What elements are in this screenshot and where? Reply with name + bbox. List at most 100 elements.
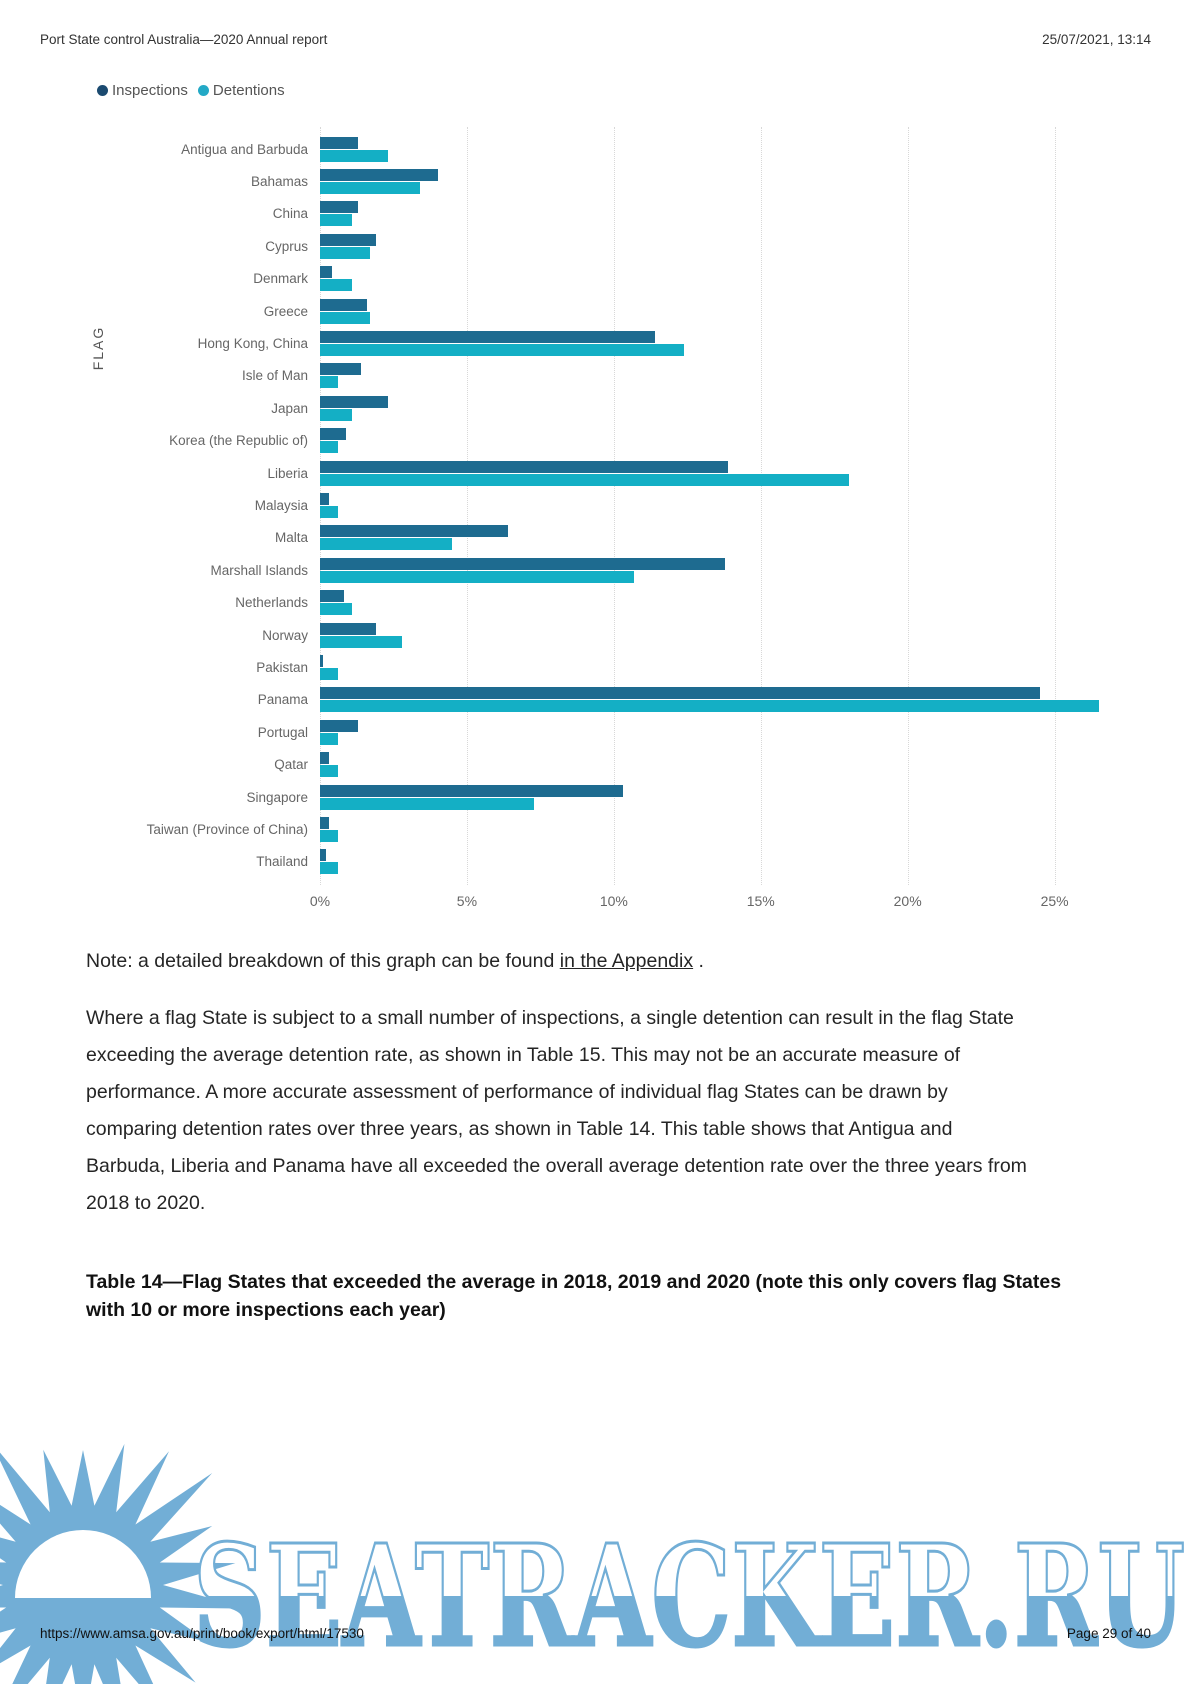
- note-text: Note: a detailed breakdown of this graph…: [86, 950, 704, 973]
- inspections-bar: [320, 266, 332, 279]
- detentions-bar: [320, 635, 403, 648]
- x-axis-ticks: 0% 5% 10% 15% 20% 25%: [310, 893, 1106, 913]
- chart-row: Isle of Man: [0, 360, 1120, 392]
- x-tick-label: 10%: [599, 893, 628, 909]
- note-suffix: .: [693, 950, 704, 972]
- appendix-link[interactable]: in the Appendix: [559, 950, 694, 972]
- bar-group: [320, 816, 1106, 842]
- bar-group: [320, 654, 1106, 680]
- legend-label: Detentions: [212, 82, 285, 99]
- chart-row: Taiwan (Province of China): [0, 813, 1120, 845]
- header-datetime: 25/07/2021, 13:14: [1042, 32, 1151, 47]
- chart-legend: Inspections Detentions: [97, 82, 285, 99]
- inspections-bar: [320, 557, 726, 570]
- inspections-bar: [320, 428, 347, 441]
- bar-group: [320, 784, 1106, 810]
- bar-group: [320, 233, 1106, 259]
- inspections-bar: [320, 752, 329, 765]
- bar-group: [320, 622, 1106, 648]
- chart-row: Denmark: [0, 263, 1120, 295]
- bar-chart: Antigua and Barbuda Bahamas China Cyprus Den…: [0, 127, 1120, 909]
- bar-group: [320, 169, 1106, 195]
- detentions-bar: [320, 376, 338, 389]
- inspections-bar: [320, 395, 388, 408]
- bar-group: [320, 460, 1106, 486]
- legend-item-detentions[interactable]: Detentions: [197, 82, 285, 99]
- category-label: Panama: [257, 692, 308, 708]
- bar-group: [320, 363, 1106, 389]
- legend-item-inspections[interactable]: Inspections: [97, 82, 188, 99]
- detentions-bar: [320, 214, 353, 227]
- category-label: Bahamas: [250, 174, 308, 190]
- detentions-bar: [320, 246, 370, 259]
- category-label: Marshall Islands: [210, 562, 308, 578]
- detentions-bar: [320, 797, 535, 810]
- detentions-bar: [320, 473, 849, 486]
- category-label: China: [272, 206, 308, 222]
- detentions-bar: [320, 538, 453, 551]
- inspections-bar: [320, 298, 367, 311]
- bar-group: [320, 331, 1106, 357]
- chart-row: Qatar: [0, 748, 1120, 780]
- detentions-bar: [320, 700, 1099, 713]
- detentions-bar: [320, 765, 338, 778]
- watermark-text: SEATRACKER.RU: [193, 1515, 1185, 1679]
- x-tick-label: 25%: [1040, 893, 1069, 909]
- category-label: Qatar: [274, 757, 308, 773]
- chart-row: China: [0, 198, 1120, 230]
- chart-row: Norway: [0, 619, 1120, 651]
- chart-row: Hong Kong, China: [0, 327, 1120, 359]
- detentions-bar: [320, 862, 338, 875]
- inspections-bar: [320, 460, 729, 473]
- chart-row: Panama: [0, 684, 1120, 716]
- legend-label: Inspections: [112, 82, 188, 99]
- category-label: Cyprus: [265, 238, 308, 254]
- inspections-bar: [320, 492, 329, 505]
- bar-group: [320, 849, 1106, 875]
- chart-row: Netherlands: [0, 586, 1120, 618]
- body-paragraph: Where a flag State is subject to a small…: [86, 1007, 1027, 1214]
- inspections-bar: [320, 136, 359, 149]
- inspections-bar: [320, 622, 376, 635]
- category-label: Malta: [274, 530, 308, 546]
- category-label: Taiwan (Province of China): [146, 821, 308, 837]
- detentions-bar: [320, 732, 338, 745]
- inspections-bar: [320, 590, 344, 603]
- chart-rows: Antigua and Barbuda Bahamas China Cyprus Den…: [0, 133, 1120, 878]
- detentions-bar: [320, 829, 338, 842]
- header-title: Port State control Australia—2020 Annual…: [40, 32, 328, 47]
- category-label: Singapore: [246, 789, 308, 805]
- legend-dot-icon: [197, 85, 209, 96]
- detentions-bar: [320, 667, 338, 680]
- inspections-bar: [320, 169, 438, 182]
- bar-group: [320, 525, 1106, 551]
- category-label: Norway: [262, 627, 308, 643]
- category-label: Hong Kong, China: [197, 336, 308, 352]
- category-label: Pakistan: [256, 659, 308, 675]
- chart-row: Japan: [0, 392, 1120, 424]
- chart-row: Antigua and Barbuda: [0, 133, 1120, 165]
- y-axis-title: FLAG: [90, 325, 106, 371]
- inspections-bar: [320, 784, 623, 797]
- detentions-bar: [320, 603, 353, 616]
- bar-group: [320, 719, 1106, 745]
- category-label: Liberia: [267, 465, 308, 481]
- chart-row: Malaysia: [0, 489, 1120, 521]
- bar-group: [320, 590, 1106, 616]
- x-tick-label: 15%: [746, 893, 775, 909]
- inspections-bar: [320, 233, 376, 246]
- bar-group: [320, 428, 1106, 454]
- legend-dot-icon: [97, 85, 108, 96]
- chart-row: Singapore: [0, 781, 1120, 813]
- detentions-bar: [320, 344, 685, 357]
- chart-row: Liberia: [0, 457, 1120, 489]
- bar-group: [320, 752, 1106, 778]
- category-label: Greece: [263, 303, 308, 319]
- inspections-bar: [320, 849, 326, 862]
- category-label: Netherlands: [235, 595, 308, 611]
- chart-row: Bahamas: [0, 165, 1120, 197]
- inspections-bar: [320, 687, 1040, 700]
- inspections-bar: [320, 654, 323, 667]
- inspections-bar: [320, 719, 359, 732]
